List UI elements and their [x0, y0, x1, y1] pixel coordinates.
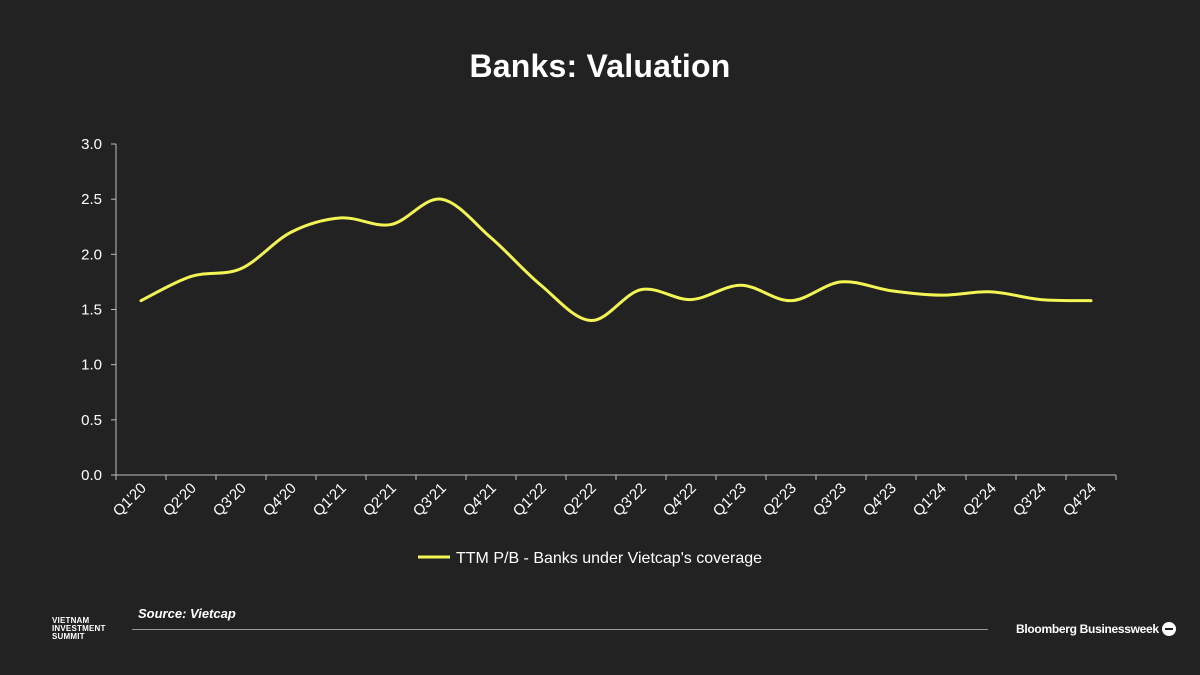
y-tick-label: 2.0: [81, 246, 102, 263]
x-tick-label: Q3'20: [210, 480, 250, 520]
y-tick-label: 2.5: [81, 191, 102, 208]
vietnam-investment-summit-logo: VIETNAM INVESTMENT SUMMIT: [52, 617, 106, 641]
x-tick-label: Q2'23: [760, 480, 800, 520]
x-tick-label: Q4'20: [260, 480, 300, 520]
x-tick-label: Q4'21: [460, 480, 500, 520]
x-tick-label: Q4'23: [860, 480, 900, 520]
source-note: Source: Vietcap: [138, 606, 236, 621]
chart-title: Banks: Valuation: [469, 48, 731, 84]
logo-line-2: INVESTMENT: [52, 624, 106, 633]
legend-label: TTM P/B - Banks under Vietcap's coverage: [456, 550, 762, 567]
y-tick-label: 3.0: [81, 136, 102, 153]
x-tick-label: Q1'23: [710, 480, 750, 520]
x-tick-label: Q1'21: [310, 480, 350, 520]
businessweek-circle-icon: [1161, 622, 1176, 636]
x-tick-label: Q1'22: [510, 480, 550, 520]
footer-divider: [132, 629, 988, 630]
chart-axes: [115, 144, 1116, 476]
x-axis-tick-labels: Q1'20 Q2'20 Q3'20 Q4'20 Q1'21 Q2'21 Q3'21 Q4'21…: [110, 475, 1117, 520]
x-tick-label: Q4'24: [1060, 480, 1100, 520]
y-tick-label: 1.5: [81, 302, 102, 319]
y-tick-label: 0.0: [81, 467, 102, 484]
x-tick-label: Q1'24: [910, 480, 950, 520]
x-tick-label: Q3'21: [410, 480, 450, 520]
logo-line-3: SUMMIT: [52, 632, 85, 641]
y-tick-label: 0.5: [81, 412, 102, 429]
x-tick-label: Q3'23: [810, 480, 850, 520]
x-tick-label: Q1'20: [110, 480, 150, 520]
line-chart: 0.00.51.01.52.02.53.0 Q1'20 Q2'20 Q3'20 Q4'…: [81, 136, 1117, 567]
x-tick-label: Q2'21: [360, 480, 400, 520]
x-tick-label: Q2'20: [160, 480, 200, 520]
logo-line-1: VIETNAM: [52, 616, 90, 625]
bloomberg-businessweek-logo: Bloomberg Businessweek: [1016, 622, 1176, 636]
x-tick-label: Q3'24: [1010, 480, 1050, 520]
y-tick-label: 1.0: [81, 357, 102, 374]
chart-legend: TTM P/B - Banks under Vietcap's coverage: [418, 550, 762, 567]
x-tick-label: Q2'24: [960, 480, 1000, 520]
y-axis-tick-labels: 0.0 0.5 1.0 1.5 2.0 2.5 3.0: [81, 136, 116, 484]
series-line-ttm-pb: [139, 197, 1093, 323]
x-tick-label: Q3'22: [610, 480, 650, 520]
bloomberg-businessweek-wordmark: Bloomberg Businessweek: [1016, 622, 1159, 636]
x-tick-label: Q4'22: [660, 480, 700, 520]
chart-series: [139, 197, 1093, 323]
x-tick-label: Q2'22: [560, 480, 600, 520]
